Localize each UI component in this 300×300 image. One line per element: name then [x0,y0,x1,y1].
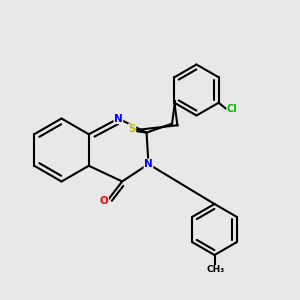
Text: N: N [144,159,153,169]
Text: Cl: Cl [227,104,238,114]
Text: O: O [100,196,109,206]
Text: S: S [128,124,136,134]
Text: N: N [114,114,123,124]
Text: CH₃: CH₃ [207,266,225,274]
